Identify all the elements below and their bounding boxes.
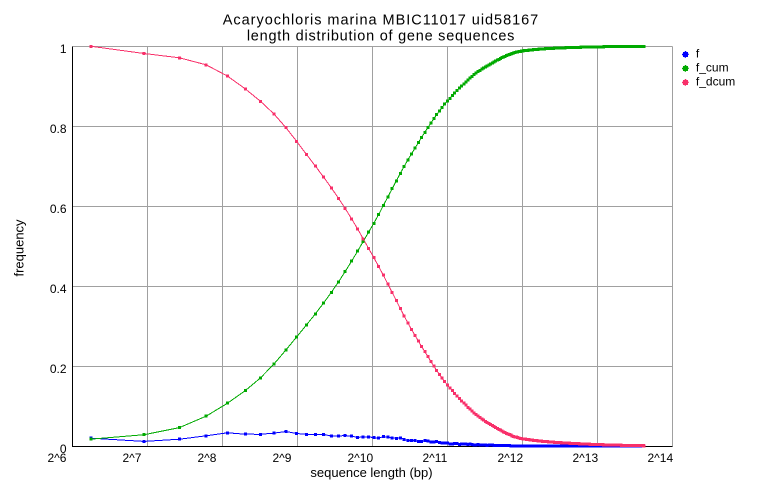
svg-text:2^6: 2^6 xyxy=(48,451,67,465)
svg-text:2^7: 2^7 xyxy=(123,451,142,465)
svg-text:length distribution of gene se: length distribution of gene sequences xyxy=(247,29,515,45)
svg-text:f_cum: f_cum xyxy=(696,60,729,74)
svg-text:2^9: 2^9 xyxy=(273,451,292,465)
svg-text:f_dcum: f_dcum xyxy=(696,74,735,88)
svg-text:2^11: 2^11 xyxy=(423,451,448,465)
svg-text:frequency: frequency xyxy=(12,219,27,277)
svg-text:Acaryochloris marina MBIC11017: Acaryochloris marina MBIC11017 uid58167 xyxy=(223,13,539,29)
svg-text:2^8: 2^8 xyxy=(198,451,217,465)
svg-text:0: 0 xyxy=(60,442,67,456)
svg-text:2^13: 2^13 xyxy=(573,451,599,465)
svg-text:f: f xyxy=(696,46,700,60)
svg-text:0.2: 0.2 xyxy=(50,362,67,376)
svg-text:2^14: 2^14 xyxy=(648,451,674,465)
svg-text:2^10: 2^10 xyxy=(348,451,374,465)
svg-text:0.4: 0.4 xyxy=(50,282,67,296)
svg-text:sequence length (bp): sequence length (bp) xyxy=(310,465,432,480)
svg-text:0.6: 0.6 xyxy=(50,202,67,216)
svg-text:1: 1 xyxy=(60,42,67,56)
svg-text:0.8: 0.8 xyxy=(50,122,67,136)
svg-text:2^12: 2^12 xyxy=(498,451,524,465)
